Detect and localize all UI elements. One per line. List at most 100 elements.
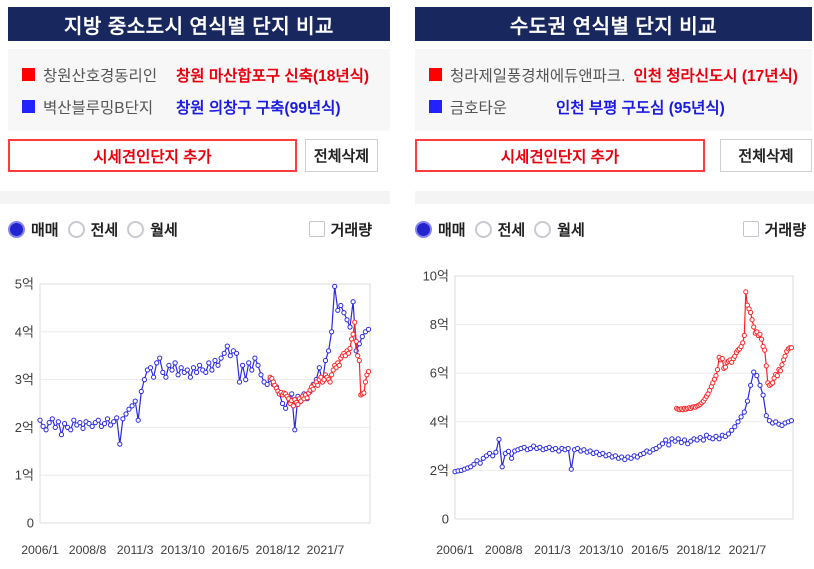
data-point [236,379,243,385]
trade-type-radio-group: 매매 전세 월세 [8,219,178,240]
data-point [350,331,356,337]
x-tick-label: 2006/1 [21,543,59,557]
data-point [362,379,368,385]
data-point [744,398,750,404]
volume-checkbox-box-icon[interactable] [742,221,759,237]
data-point [332,283,338,290]
data-point [292,427,298,433]
data-point [345,350,352,356]
data-point [169,367,175,373]
plot-border [39,283,371,524]
complex-location: 인천 부평 구도심 (95년식) [556,99,725,117]
data-point [62,421,68,427]
data-point [190,365,197,371]
price-trend-chart: 10억 8억 6억 4억 2억 0 2006/1 2008/8 2011/3 2013/10 201… [423,269,794,557]
volume-checkbox-item[interactable]: 거래량 [308,219,372,240]
delete-all-button[interactable]: 전체삭제 [720,139,812,172]
data-point [741,409,747,415]
x-tick-label: 2008/8 [69,543,107,557]
radio-monthly-rent[interactable]: 월세 [534,219,585,240]
y-tick-label: 2억 [430,463,449,478]
data-point [120,416,126,422]
delete-all-button[interactable]: 전체삭제 [305,139,378,172]
data-point [178,365,184,371]
data-point [751,324,757,330]
volume-checkbox-item[interactable]: 거래량 [742,219,806,240]
add-price-leader-complex-button[interactable]: 시세견인단지 추가 [415,139,705,172]
data-point [350,299,356,305]
volume-checkbox-label: 거래량 [330,221,372,239]
data-point [751,369,757,375]
section-divider [415,191,814,204]
data-point [749,317,755,323]
data-point [740,340,746,346]
data-point [471,461,477,467]
data-point [141,377,147,383]
radio-monthly-rent-dot-icon[interactable] [534,220,552,238]
radio-jeonse[interactable]: 전세 [67,219,118,240]
radio-sale-dot-icon[interactable] [415,220,432,238]
data-point [166,362,172,368]
data-point [215,362,221,368]
radio-monthly-rent[interactable]: 월세 [127,219,178,240]
data-point [770,380,776,386]
data-point [123,411,129,417]
y-tick-label: 1억 [15,468,34,483]
data-point [101,421,108,427]
data-point [352,319,358,325]
data-point [493,449,499,455]
data-point [279,400,286,407]
radio-monthly-rent-label: 월세 [150,221,178,239]
radio-monthly-rent-dot-icon[interactable] [127,220,145,238]
data-point [365,368,372,375]
complex-location: 창원 의창구 구축(99년식) [176,99,341,117]
data-point [197,362,203,368]
data-point [347,324,353,330]
complex-name: 창원산호경동리인 [43,67,158,85]
y-tick-label: 0 [442,512,449,527]
volume-checkbox-box-icon[interactable] [308,221,325,237]
data-point [290,403,296,409]
data-point [496,436,502,442]
data-point [295,401,301,408]
data-point [359,334,365,340]
radio-sale[interactable]: 매매 [415,219,466,240]
trade-type-radio-group: 매매 전세 월세 [415,219,585,240]
chart-controls: 매매 전세 월세 거래량 [8,215,372,243]
data-point [218,355,224,361]
data-point [258,372,264,378]
radio-jeonse-label: 전세 [497,221,526,239]
complex-name: 청라제일풍경채에듀앤파크. [450,67,626,85]
y-tick-label: 5억 [15,277,34,292]
legend-square-blue-icon [22,100,35,113]
add-price-leader-complex-button[interactable]: 시세견인단지 추가 [8,139,297,172]
radio-jeonse[interactable]: 전세 [474,219,526,240]
data-point [327,379,333,385]
y-tick-label: 4억 [15,324,34,339]
data-point [509,455,515,461]
plot-border [454,275,794,520]
data-point [361,390,367,396]
radio-sale[interactable]: 매매 [8,219,59,240]
legend-box: 창원산호경동리인 창원 마산합포구 신축(18년식) 벽산블루밍B단지 창원 의… [8,49,390,131]
data-point [138,388,144,395]
data-point [716,436,722,442]
legend-square-red-icon [22,68,35,81]
data-point [43,427,49,433]
data-point [221,350,227,356]
price-trend-chart: 5억 4억 3억 2억 1억 0 2006/1 2008/8 2011/3 2013/10 2016… [15,277,372,557]
data-point [86,421,92,427]
panel-title: 수도권 연식별 단지 비교 [415,7,812,41]
radio-sale-dot-icon[interactable] [8,220,25,238]
data-point [108,422,114,428]
legend-row: 금호타운 인천 부평 구도심 (95년식) [429,94,812,119]
x-tick-label: 2011/3 [534,543,571,557]
data-point [246,360,252,366]
section-divider [0,191,390,204]
legend-square-red-icon [429,68,442,81]
data-point [114,415,120,421]
radio-jeonse-dot-icon[interactable] [67,220,85,238]
legend-row: 벽산블루밍B단지 창원 의창구 구축(99년식) [22,94,390,119]
data-point [738,414,744,420]
radio-jeonse-dot-icon[interactable] [474,220,492,238]
